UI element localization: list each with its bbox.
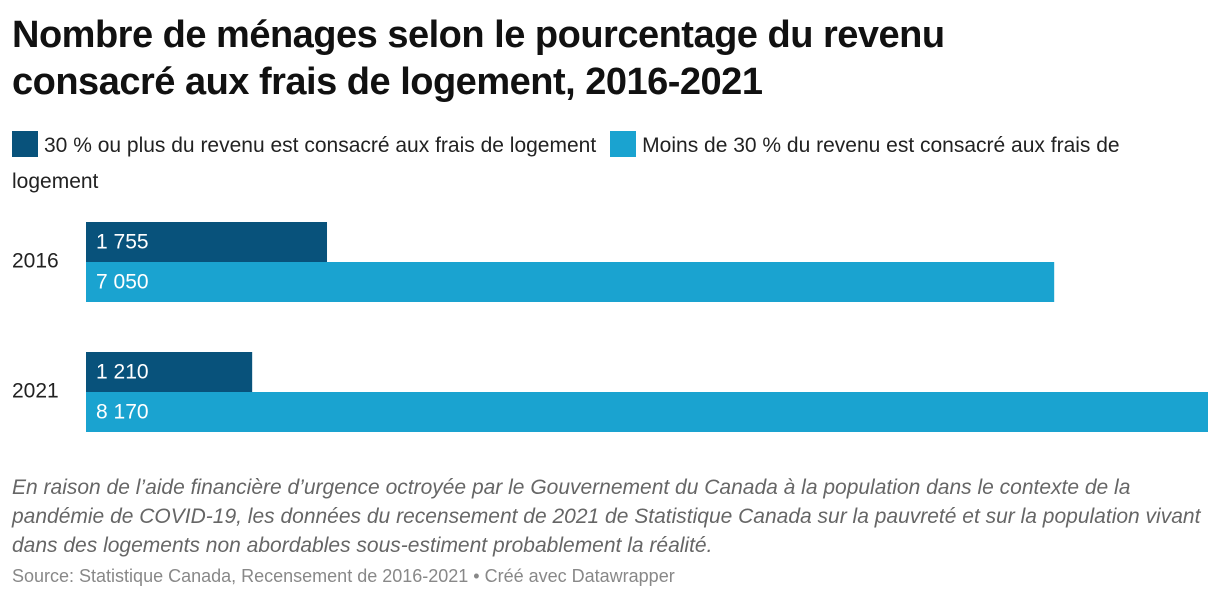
legend-label: 30 % ou plus du revenu est consacré aux … — [44, 134, 597, 157]
bar — [86, 352, 253, 392]
chart-title: Nombre de ménages selon le pourcentage d… — [12, 14, 945, 103]
legend-swatch — [610, 131, 637, 157]
y-tick-label: 2021 — [12, 380, 59, 403]
data-label: 8 170 — [96, 401, 149, 424]
y-tick-label: 2016 — [12, 250, 59, 273]
note: En raison de l’aide financière d’urgence… — [12, 476, 1201, 557]
data-label: 1 210 — [96, 361, 149, 384]
legend: 30 % ou plus du revenu est consacré aux … — [12, 128, 1202, 200]
bar — [86, 262, 1055, 302]
legend-item: Moins de 30 % du revenu est consacré aux… — [12, 131, 1120, 193]
source: Source: Statistique Canada, Recensement … — [12, 566, 675, 586]
legend-swatch — [12, 131, 38, 157]
data-label: 7 050 — [96, 271, 149, 294]
legend-item: 30 % ou plus du revenu est consacré aux … — [12, 131, 597, 157]
legend-label: Moins de 30 % du revenu est consacré aux… — [12, 134, 1120, 193]
plot: 2016 1 755 7 050 2021 1 210 8 170 — [12, 222, 1208, 432]
data-label: 1 755 — [96, 231, 149, 254]
bar — [86, 392, 1208, 432]
bar — [86, 222, 328, 262]
